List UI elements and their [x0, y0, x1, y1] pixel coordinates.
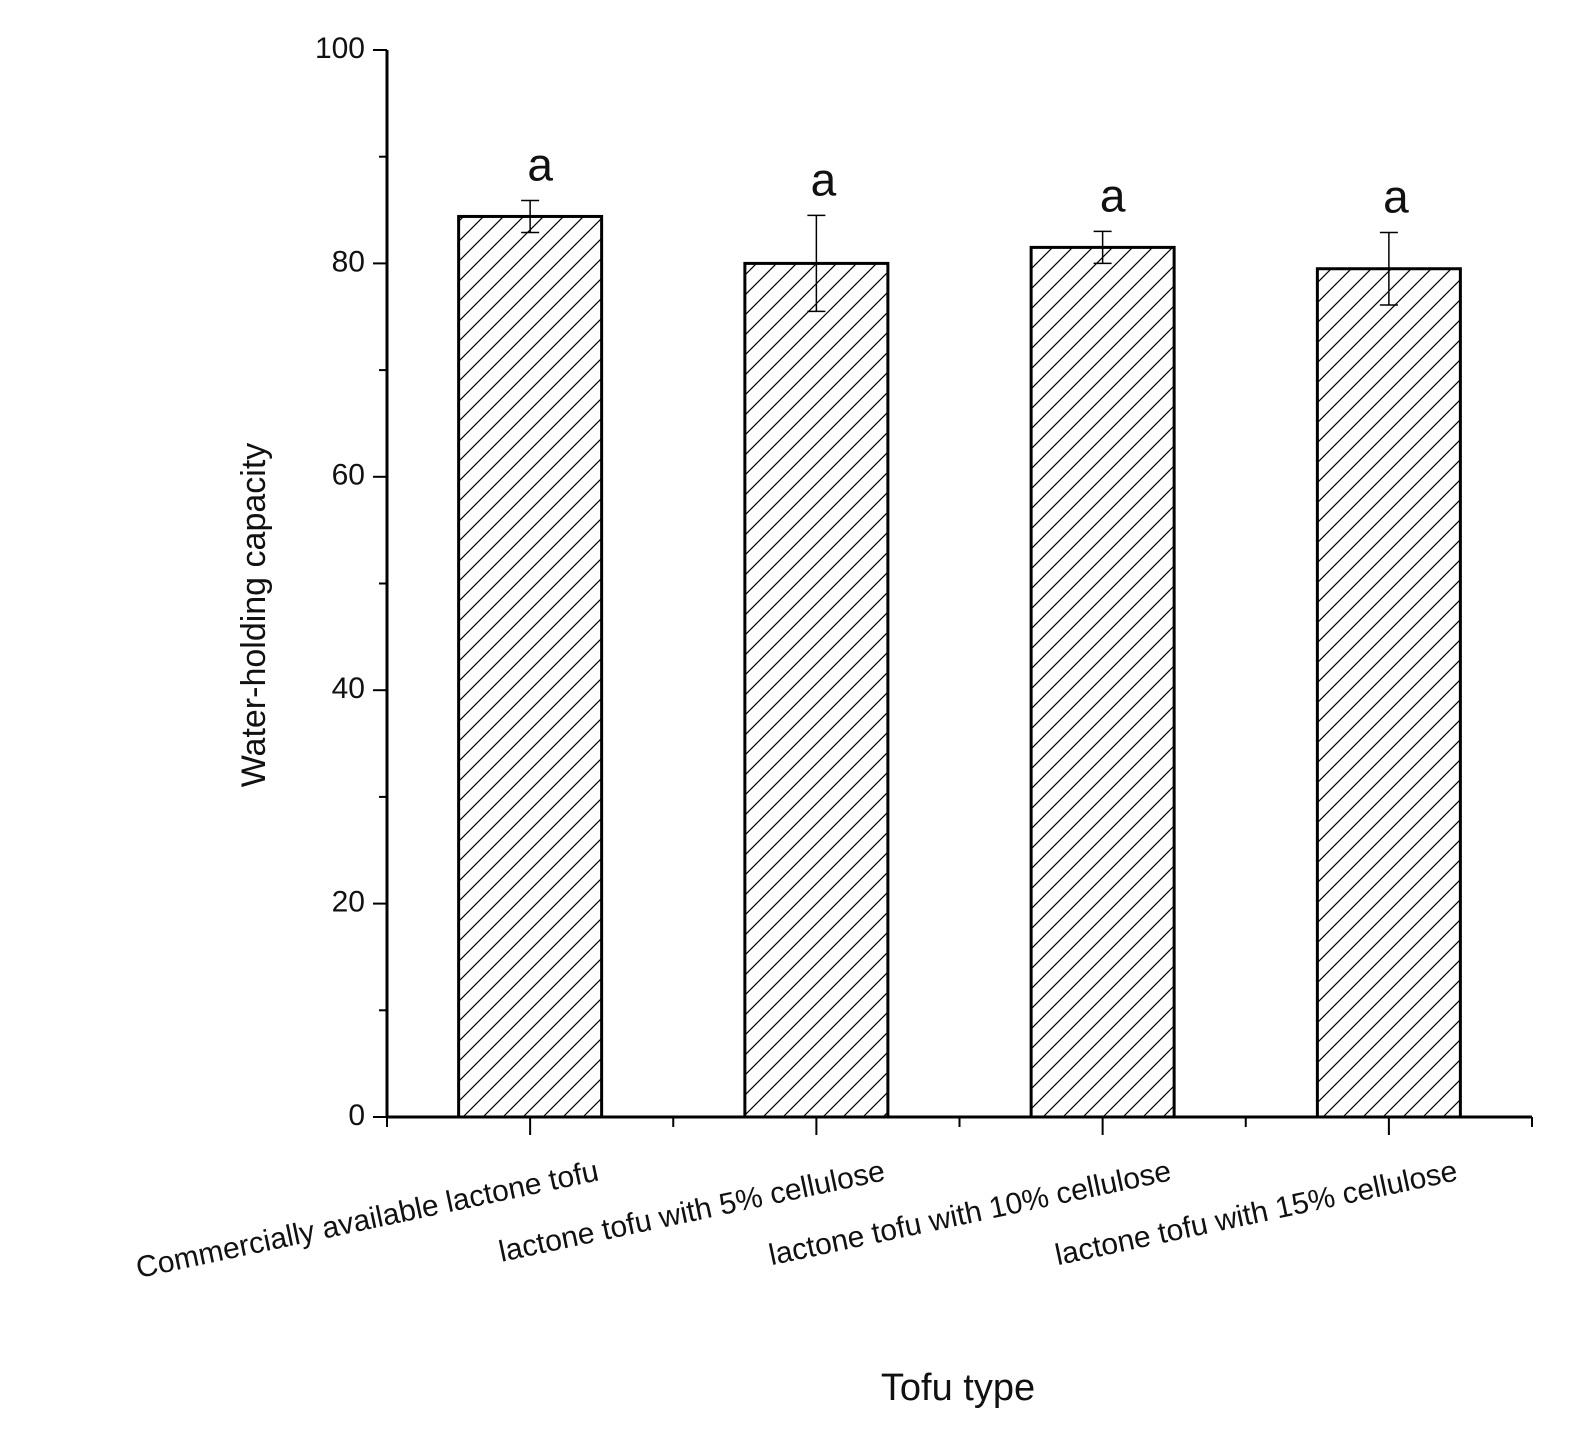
annotation: a: [1100, 170, 1126, 222]
bar: [457, 214, 604, 1119]
x-axis-label: Tofu type: [881, 1367, 1035, 1409]
bar: [1029, 245, 1176, 1119]
y-tick-label: 60: [332, 459, 365, 492]
y-tick-label: 80: [332, 245, 365, 278]
y-tick-label: 20: [332, 886, 365, 919]
error-bar: [1093, 230, 1112, 265]
y-tick-label: 100: [315, 32, 365, 65]
error-bar: [1379, 231, 1398, 306]
bar: [743, 261, 890, 1119]
bar: [1315, 267, 1462, 1119]
error-bar: [521, 199, 540, 234]
y-axis-label: Water-holding capacity: [235, 443, 273, 788]
error-bar: [807, 214, 826, 313]
y-tick-label: 0: [348, 1099, 365, 1132]
y-tick-label: 40: [332, 672, 365, 705]
annotation: a: [527, 139, 553, 191]
x-tick-label: Commercially available lactone tofu: [133, 1155, 601, 1285]
annotation: a: [1383, 171, 1409, 223]
annotation: a: [811, 154, 837, 206]
